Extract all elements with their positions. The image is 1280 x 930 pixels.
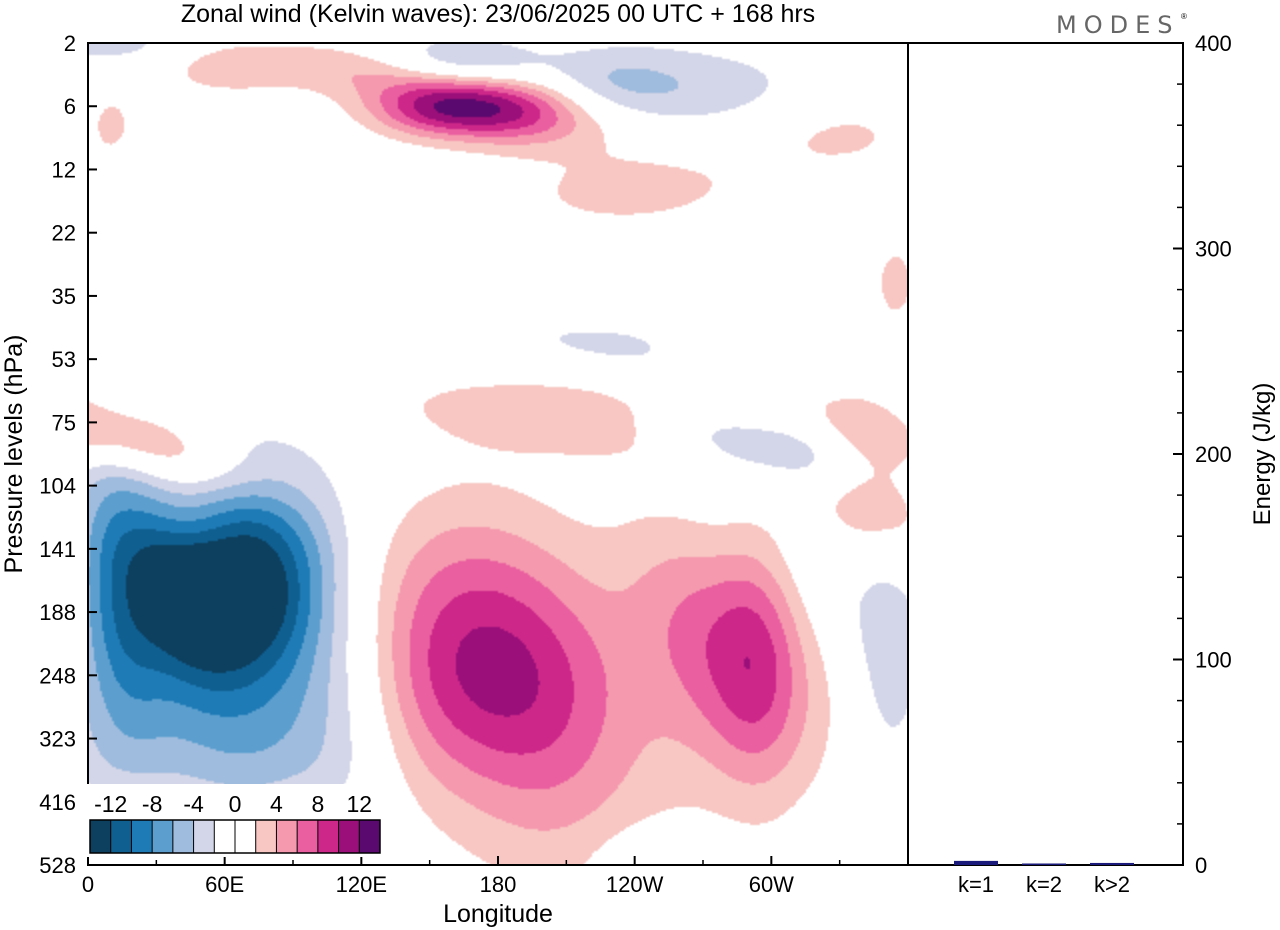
barchart-y-axis: 0 100 200 300 400 bbox=[1173, 31, 1232, 878]
energy-axis-label: Energy (J/kg) bbox=[1249, 383, 1276, 526]
barchart-x-axis: k=1 k=2 k>2 bbox=[958, 872, 1130, 897]
colorbar-label: 8 bbox=[311, 791, 324, 817]
x-tick-label: 120E bbox=[336, 872, 387, 897]
colorbar-label: 0 bbox=[229, 791, 242, 817]
colorbar-swatch bbox=[131, 820, 153, 853]
energy-tick-label: 300 bbox=[1195, 237, 1232, 262]
y-tick-label: 75 bbox=[52, 410, 76, 435]
bar-category-label: k=1 bbox=[958, 872, 994, 897]
colorbar-swatch bbox=[276, 820, 298, 853]
colorbar-swatch bbox=[90, 820, 112, 853]
x-tick-label: 120W bbox=[606, 872, 664, 897]
colorbar-swatch bbox=[193, 820, 215, 853]
colorbar-swatch bbox=[214, 820, 236, 853]
colorbar-frame bbox=[89, 819, 381, 854]
y-tick-label: 528 bbox=[39, 853, 76, 878]
y-tick-label: 104 bbox=[39, 474, 76, 499]
chart-title: Zonal wind (Kelvin waves): 23/06/2025 00… bbox=[181, 0, 815, 28]
y-tick-label: 323 bbox=[39, 727, 76, 752]
y-tick-label: 12 bbox=[52, 157, 76, 182]
modes-logo: MODES bbox=[1056, 11, 1179, 39]
heatmap-y-axis: 2 6 12 22 35 53 75 104 141 188 248 323 416 528 bbox=[39, 31, 97, 878]
y-tick-label: 2 bbox=[64, 31, 76, 56]
y-tick-label: 6 bbox=[64, 94, 76, 119]
energy-tick-label: 100 bbox=[1195, 648, 1232, 673]
colorbar: -12 -8 -4 0 4 8 12 bbox=[86, 784, 384, 857]
y-tick-label: 416 bbox=[39, 790, 76, 815]
energy-bar bbox=[1022, 863, 1066, 865]
x-tick-label: 0 bbox=[82, 872, 94, 897]
x-tick-label: 60W bbox=[749, 872, 794, 897]
y-tick-label: 53 bbox=[52, 347, 76, 372]
colorbar-label: 4 bbox=[270, 791, 283, 817]
y-tick-label: 188 bbox=[39, 600, 76, 625]
bar-category-label: k>2 bbox=[1094, 872, 1130, 897]
y-tick-label: 141 bbox=[39, 537, 76, 562]
colorbar-label: 12 bbox=[346, 791, 372, 817]
energy-tick-label: 400 bbox=[1195, 31, 1232, 56]
heatmap-plot bbox=[88, 43, 908, 865]
colorbar-label: -4 bbox=[183, 791, 204, 817]
colorbar-swatch bbox=[359, 820, 381, 853]
x-axis-label: Longitude bbox=[443, 900, 553, 928]
colorbar-swatch bbox=[255, 820, 277, 853]
colorbar-swatch bbox=[235, 820, 257, 853]
heatmap-image bbox=[88, 43, 908, 865]
energy-tick-label: 200 bbox=[1195, 442, 1232, 467]
energy-bars bbox=[954, 860, 1134, 865]
x-tick-label: 180 bbox=[480, 872, 517, 897]
y-tick-label: 35 bbox=[52, 284, 76, 309]
colorbar-swatch bbox=[297, 820, 319, 853]
colorbar-swatch bbox=[152, 820, 174, 853]
colorbar-swatch bbox=[110, 820, 132, 853]
energy-bar bbox=[1090, 862, 1134, 865]
y-tick-label: 248 bbox=[39, 663, 76, 688]
colorbar-label: -12 bbox=[94, 791, 127, 817]
energy-bar bbox=[954, 860, 998, 865]
colorbar-swatch bbox=[172, 820, 195, 853]
x-tick-label: 60E bbox=[205, 872, 244, 897]
energy-tick-label: 0 bbox=[1195, 853, 1207, 878]
y-tick-label: 22 bbox=[52, 221, 76, 246]
logo-registered-mark: ® bbox=[1181, 12, 1187, 21]
colorbar-swatch bbox=[317, 820, 340, 853]
bar-category-label: k=2 bbox=[1026, 872, 1062, 897]
heatmap-x-axis: 0 60E 120E 180 120W 60W bbox=[82, 856, 841, 897]
colorbar-label: -8 bbox=[142, 791, 162, 817]
y-axis-label: Pressure levels (hPa) bbox=[0, 335, 28, 574]
colorbar-swatch bbox=[338, 820, 360, 853]
barchart-frame bbox=[907, 42, 1184, 866]
